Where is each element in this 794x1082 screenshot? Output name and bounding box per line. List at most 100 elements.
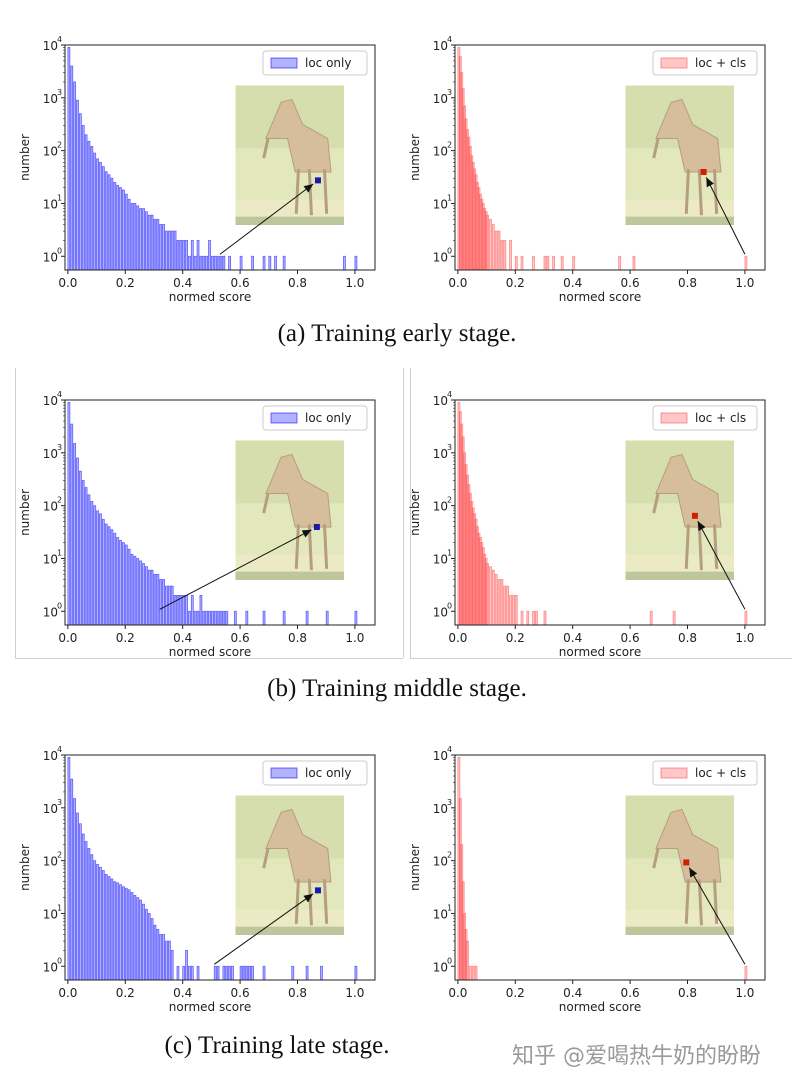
histogram-bar — [219, 610, 223, 626]
histogram-bar — [514, 255, 518, 271]
histogram-bar — [494, 573, 498, 626]
detection-marker — [683, 859, 690, 866]
histogram-bar — [509, 239, 512, 271]
histogram-bar — [503, 585, 507, 626]
histogram-bar — [228, 255, 232, 271]
x-axis-label: normed score — [559, 645, 641, 659]
histogram-bar — [744, 610, 748, 626]
histogram-bar — [219, 255, 223, 271]
y-tick-exponent: 2 — [447, 496, 452, 505]
histogram-bar — [185, 239, 188, 271]
giraffe-body — [265, 98, 332, 173]
histogram-bar — [122, 886, 125, 981]
y-tick-label: 10 — [43, 197, 58, 211]
histogram-bar — [262, 610, 266, 626]
arrow-head — [301, 529, 312, 538]
detection-marker — [314, 887, 321, 894]
inset-grass-strip — [235, 571, 344, 580]
x-tick-label: 1.0 — [345, 986, 364, 1000]
histogram-bar — [107, 526, 111, 626]
histogram-bar — [159, 579, 163, 626]
histogram-bar — [130, 892, 134, 981]
histogram-bar — [73, 81, 77, 271]
histogram-bar — [618, 255, 622, 271]
y-tick-label: 10 — [433, 749, 448, 763]
plot-frame — [454, 44, 766, 271]
histogram-bar — [491, 569, 495, 626]
y-tick-exponent: 0 — [447, 956, 452, 965]
arrow-line — [219, 183, 314, 255]
giraffe-leg — [322, 169, 329, 214]
histogram-bar — [67, 757, 71, 981]
detection-marker — [314, 177, 321, 184]
histogram-bar — [162, 579, 166, 626]
arrow-head — [706, 177, 714, 188]
histogram-bar — [251, 255, 254, 271]
giraffe-inset-image — [235, 85, 344, 225]
histogram-bar — [354, 255, 358, 271]
histogram-bar — [210, 610, 214, 626]
chart-b-loc-only: 0.0 0.2 0.4 0.6 0.8 1.0 10 0 10 1 10 2 10 3 10 4 normed … — [10, 385, 390, 665]
legend-box — [652, 50, 758, 76]
giraffe-leg — [697, 524, 703, 571]
histogram-bar — [489, 566, 492, 626]
histogram-bar — [113, 532, 117, 626]
legend-swatch — [270, 412, 298, 424]
giraffe-leg — [684, 879, 690, 924]
histogram-bar — [248, 965, 252, 981]
x-tick-label: 1.0 — [345, 276, 364, 290]
x-tick-label: 0.6 — [621, 986, 640, 1000]
x-tick-label: 0.6 — [231, 276, 250, 290]
histogram-bar — [196, 965, 200, 981]
legend-swatch — [270, 57, 298, 69]
y-axis-label: number — [18, 844, 32, 891]
histogram-bar — [139, 899, 143, 981]
histogram-bar — [90, 854, 94, 981]
histogram-bar — [130, 553, 134, 626]
histogram-bar — [167, 585, 171, 626]
histogram-bar — [101, 166, 105, 271]
legend-box — [262, 760, 368, 786]
histogram-bar — [127, 889, 131, 981]
giraffe-leg — [294, 524, 300, 569]
y-tick-label: 10 — [43, 394, 58, 408]
inset-grass-strip — [625, 571, 734, 580]
histogram-bar — [526, 610, 530, 626]
histogram-bar — [208, 239, 211, 271]
histogram-bar — [486, 563, 489, 626]
histogram-bar — [242, 965, 246, 981]
giraffe-leg — [697, 879, 703, 926]
x-tick-label: 0.4 — [563, 986, 582, 1000]
giraffe-body — [655, 98, 722, 173]
histogram-bar — [78, 113, 82, 271]
legend-box — [262, 405, 368, 431]
histogram-bar — [144, 908, 148, 981]
histogram-bar — [514, 594, 518, 626]
histogram-bar — [67, 402, 71, 626]
detection-marker — [313, 523, 320, 530]
histogram-bar — [233, 610, 237, 626]
y-tick-label: 10 — [433, 447, 448, 461]
histogram-bar — [503, 239, 507, 271]
histogram-bar — [179, 594, 183, 626]
frame-b-left — [15, 368, 16, 658]
histogram-bar — [188, 610, 191, 626]
histogram-bar — [216, 610, 220, 626]
histogram-bar — [190, 965, 194, 981]
histogram-bar — [124, 193, 128, 271]
histogram-bar — [468, 965, 472, 981]
histogram-bar — [113, 182, 117, 271]
histogram-bar — [96, 863, 99, 981]
legend-swatch — [270, 767, 298, 779]
histogram-bar — [73, 798, 77, 981]
y-tick-label: 10 — [433, 92, 448, 106]
y-axis-label: number — [18, 134, 32, 181]
histogram-bar — [500, 579, 504, 626]
histogram-bar — [274, 255, 277, 271]
histogram-bar — [144, 211, 148, 271]
x-tick-label: 0.2 — [116, 631, 135, 645]
histogram-bar — [231, 965, 234, 981]
histogram-bar — [147, 913, 151, 981]
histogram-bar — [182, 965, 186, 981]
